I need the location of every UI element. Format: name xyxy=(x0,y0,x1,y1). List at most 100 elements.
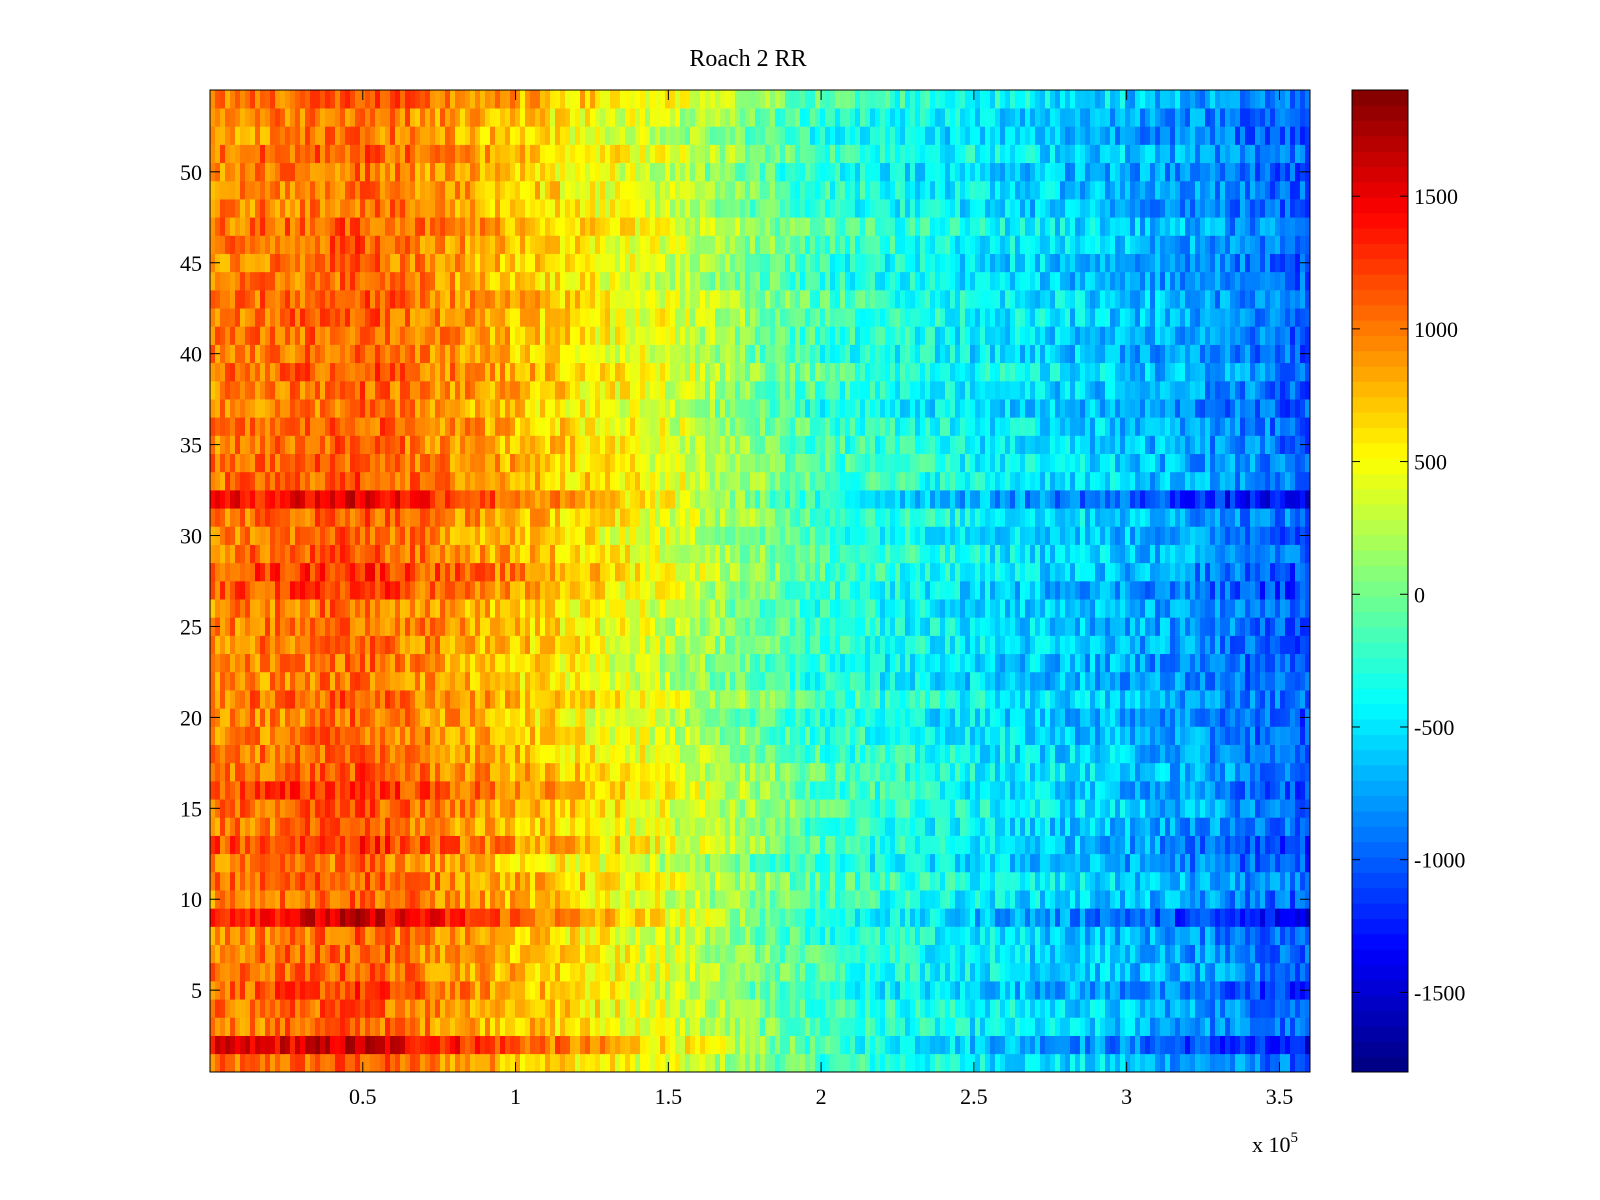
heatmap-cell xyxy=(1150,853,1156,873)
heatmap-cell xyxy=(635,853,641,873)
heatmap-cell xyxy=(1130,981,1136,1000)
heatmap-cell xyxy=(945,708,951,727)
heatmap-cell xyxy=(765,981,771,1000)
heatmap-cell xyxy=(1215,1017,1221,1036)
heatmap-cell xyxy=(565,926,571,946)
heatmap-cell xyxy=(715,1053,721,1073)
heatmap-cell xyxy=(370,835,376,855)
heatmap-cell xyxy=(385,817,391,836)
heatmap-cell xyxy=(1145,944,1151,964)
heatmap-cell xyxy=(730,1017,736,1036)
heatmap-cell xyxy=(645,999,651,1018)
heatmap-cell xyxy=(1110,726,1116,745)
heatmap-cell xyxy=(340,799,346,818)
heatmap-cell xyxy=(765,871,771,891)
heatmap-cell xyxy=(1055,690,1061,709)
heatmap-cell xyxy=(1265,1017,1271,1036)
heatmap-cell xyxy=(1085,853,1091,873)
heatmap-cell xyxy=(280,653,286,673)
heatmap-cell xyxy=(655,653,661,673)
heatmap-cell xyxy=(1180,944,1186,964)
heatmap-cell xyxy=(715,726,721,745)
heatmap-cell xyxy=(270,799,276,818)
heatmap-cell xyxy=(1180,871,1186,891)
heatmap-cell xyxy=(1055,726,1061,745)
heatmap-cell xyxy=(475,944,481,964)
heatmap-cell xyxy=(1065,708,1071,727)
heatmap-cell xyxy=(635,690,641,709)
heatmap-cell xyxy=(1060,890,1066,909)
heatmap-cell xyxy=(1250,835,1256,855)
heatmap-cell xyxy=(1220,835,1226,855)
heatmap-cell xyxy=(745,671,751,691)
heatmap-cell xyxy=(935,981,941,1000)
heatmap-cell xyxy=(305,671,311,691)
heatmap-cell xyxy=(1290,926,1296,946)
heatmap-cell xyxy=(1105,853,1111,873)
heatmap-cell xyxy=(1015,799,1021,818)
heatmap-cell xyxy=(1070,1035,1076,1055)
heatmap-cell xyxy=(260,690,266,709)
heatmap-cell xyxy=(620,944,626,964)
heatmap-cell xyxy=(355,926,361,946)
heatmap-cell xyxy=(800,871,806,891)
heatmap-cell xyxy=(265,690,271,709)
heatmap-cell xyxy=(280,1035,286,1055)
heatmap-cell xyxy=(1150,981,1156,1000)
heatmap-cell xyxy=(635,1053,641,1073)
heatmap-cell xyxy=(315,1053,321,1073)
heatmap-cell xyxy=(410,853,416,873)
heatmap-cell xyxy=(475,835,481,855)
heatmap-cell xyxy=(650,817,656,836)
heatmap-cell xyxy=(960,671,966,691)
heatmap-cell xyxy=(535,762,541,782)
heatmap-cell xyxy=(930,671,936,691)
heatmap-cell xyxy=(350,817,356,836)
heatmap-cell xyxy=(445,726,451,745)
heatmap-cell xyxy=(915,762,921,782)
heatmap-cell xyxy=(790,871,796,891)
heatmap-cell xyxy=(940,1053,946,1073)
heatmap-cell xyxy=(940,726,946,745)
heatmap-cell xyxy=(1180,1053,1186,1073)
heatmap-cell xyxy=(1110,871,1116,891)
heatmap-cell xyxy=(1125,1017,1131,1036)
heatmap-cell xyxy=(1010,890,1016,909)
heatmap-cell xyxy=(1260,817,1266,836)
heatmap-cell xyxy=(270,999,276,1018)
heatmap-cell xyxy=(245,817,251,836)
heatmap-cell xyxy=(265,653,271,673)
heatmap-cell xyxy=(775,853,781,873)
heatmap-cell xyxy=(1040,708,1046,727)
heatmap-cell xyxy=(425,926,431,946)
heatmap-cell xyxy=(340,744,346,764)
heatmap-cell xyxy=(230,653,236,673)
heatmap-cell xyxy=(850,653,856,673)
heatmap-cell xyxy=(770,799,776,818)
heatmap-cell xyxy=(960,799,966,818)
heatmap-cell xyxy=(1295,762,1301,782)
heatmap-cell xyxy=(860,762,866,782)
heatmap-cell xyxy=(880,835,886,855)
heatmap-cell xyxy=(790,944,796,964)
heatmap-cell xyxy=(295,890,301,909)
heatmap-cell xyxy=(685,744,691,764)
heatmap-cell xyxy=(480,762,486,782)
heatmap-cell xyxy=(1210,744,1216,764)
heatmap-cell xyxy=(1300,835,1306,855)
heatmap-cell xyxy=(620,853,626,873)
heatmap-cell xyxy=(1240,781,1246,800)
heatmap-cell xyxy=(1145,962,1151,982)
heatmap-cell xyxy=(285,871,291,891)
heatmap-cell xyxy=(540,726,546,745)
heatmap-cell xyxy=(965,708,971,727)
heatmap-cell xyxy=(1175,999,1181,1018)
heatmap-cell xyxy=(280,962,286,982)
heatmap-cell xyxy=(755,781,761,800)
heatmap-cell xyxy=(1275,671,1281,691)
heatmap-cell xyxy=(550,871,556,891)
heatmap-cell xyxy=(705,853,711,873)
heatmap-cell xyxy=(750,1035,756,1055)
heatmap-cell xyxy=(535,1053,541,1073)
heatmap-cell xyxy=(895,762,901,782)
